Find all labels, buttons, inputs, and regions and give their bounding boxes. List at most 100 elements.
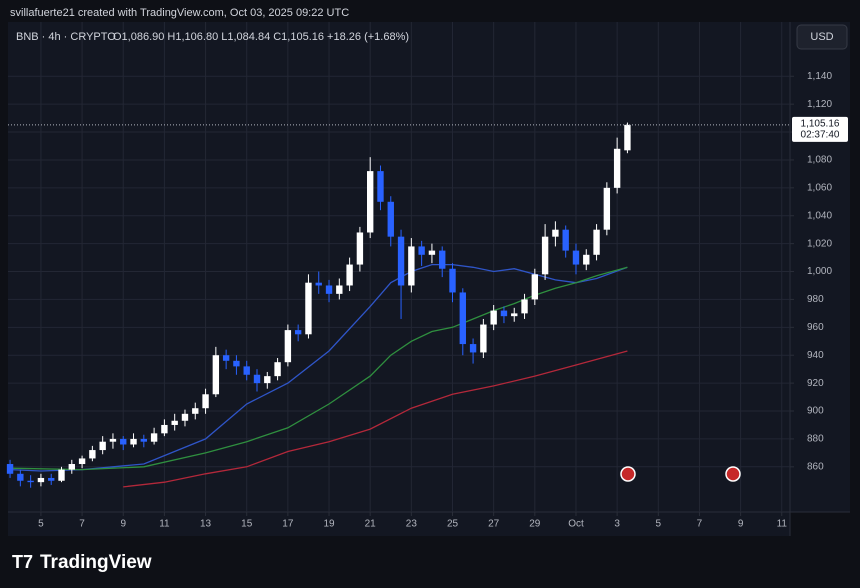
candle-body [58,469,65,481]
candle-body [408,246,415,286]
ohlc-values: O1,086.90 H1,106.80 L1,084.84 C1,105.16 … [113,31,409,43]
y-tick-label: 1,120 [807,99,832,110]
candle-body [212,355,220,395]
x-tick-label: 11 [159,519,170,530]
candle-body [397,236,405,286]
candle-body [613,148,621,188]
x-tick-label: 19 [323,519,335,530]
candle-body [253,374,261,384]
candle-body [325,285,333,294]
candle-body [387,201,394,237]
candle-body [439,250,446,269]
y-tick-label: 940 [807,350,824,361]
y-tick-label: 1,140 [807,71,832,82]
candle-body [202,394,209,409]
y-tick-label: 1,000 [807,266,832,277]
x-tick-label: 7 [697,519,703,530]
y-tick-label: 920 [807,378,824,389]
y-tick-label: 1,080 [807,155,832,166]
moving-average [10,266,628,471]
moving-average [123,350,628,488]
x-tick-label: 27 [488,519,500,530]
candle-body [449,268,456,293]
currency-button[interactable] [796,24,848,50]
candle-body [17,473,24,481]
x-tick-label: 17 [282,519,294,530]
grid [8,22,790,512]
x-tick-label: 29 [529,519,541,530]
candle-body [356,232,364,265]
candle-body [428,250,436,255]
x-tick-label: 13 [200,519,212,530]
countdown: 02:37:40 [801,129,840,140]
y-tick-label: 880 [807,434,824,445]
candle-body [315,282,322,286]
x-tick-label: 23 [406,519,418,530]
x-tick-label: 9 [120,519,126,530]
candle-body [294,330,302,335]
candle-body [6,464,14,474]
candle-body [171,420,178,425]
currency-label[interactable]: USD [810,31,833,43]
x-tick-label: 21 [365,519,377,530]
y-tick-label: 860 [807,461,824,472]
event-icon[interactable] [725,466,741,482]
price-axis [790,22,850,512]
candle-body [531,274,539,300]
candle-body [181,413,189,421]
candle-body [37,477,45,483]
candle-body [541,236,549,275]
candle-body [233,360,240,367]
candle-body [150,433,158,442]
candle-body [583,254,590,265]
candle-body [68,464,75,470]
candle-body [284,330,292,363]
candle-body [89,450,96,459]
y-tick-label: 900 [807,406,824,417]
candle-body [27,480,34,483]
last-price-label: 1,105.16 [801,118,840,129]
y-tick-label: 1,060 [807,182,832,193]
brand-mark: T7 [12,552,33,572]
candle-body [48,477,55,481]
candle-body [459,292,466,345]
candle-body [336,285,343,294]
candle-body [490,310,497,325]
author-line: svillafuerte21 created with TradingView.… [10,7,349,19]
candle-body [222,355,230,361]
candle-body [480,324,487,353]
candle-body [130,438,137,445]
x-tick-label: 5 [656,519,662,530]
candle-body [562,229,569,251]
candle-body [366,171,374,233]
x-tick-label: 9 [738,519,744,530]
candle-body [243,366,250,375]
candles [6,122,631,488]
candle-body [305,282,312,335]
candle-body [78,458,86,465]
candle-body [511,313,518,317]
brand-name: TradingView [40,552,152,573]
candle-body [552,229,559,237]
candle-body [109,438,117,442]
last-price-box [792,116,848,142]
x-tick-label: 11 [777,519,788,530]
x-tick-label: 3 [614,519,620,530]
y-tick-label: 960 [807,322,824,333]
candle-body [572,250,580,265]
y-tick-label: 1,040 [807,210,832,221]
candle-body [418,246,425,255]
x-tick-label: 15 [241,519,253,530]
candle-body [161,424,168,434]
y-tick-label: 1,020 [807,238,832,249]
candle-body [274,362,281,377]
candle-body [593,229,600,255]
candle-body [500,310,508,317]
symbol-line: BNB · 4h · CRYPTO [16,31,116,43]
y-tick-label: 980 [807,294,824,305]
x-tick-label: Oct [568,519,584,530]
candle-body [469,344,477,353]
event-icon[interactable] [620,466,636,482]
